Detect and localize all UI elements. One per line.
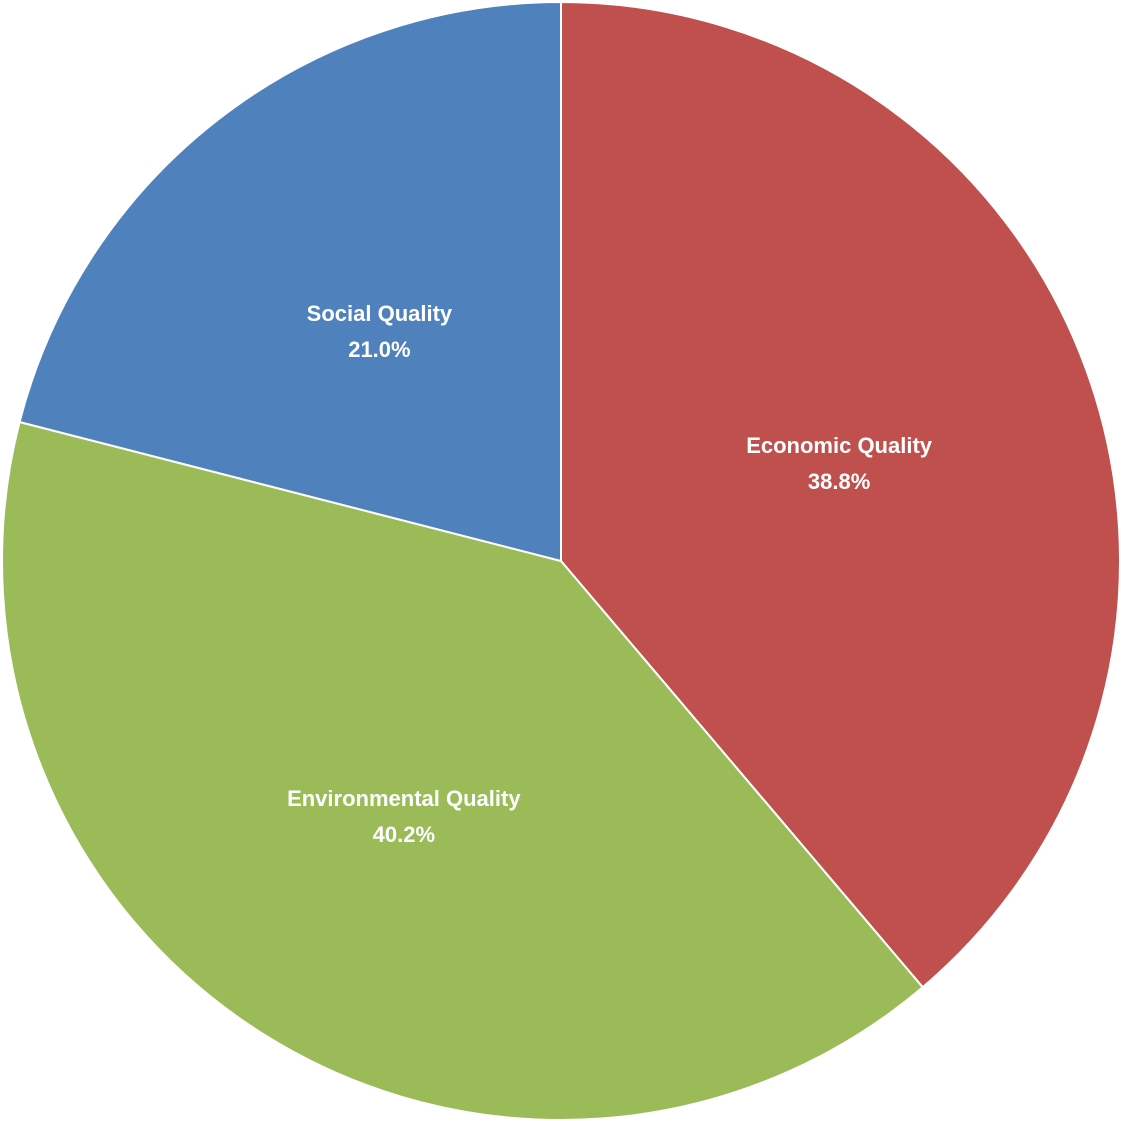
slice-label-environmental-quality: Environmental Quality xyxy=(287,786,521,811)
pie-slice-social-quality xyxy=(18,0,562,563)
slice-value-social-quality: 21.0% xyxy=(348,337,410,362)
slice-value-economic-quality: 38.8% xyxy=(808,469,870,494)
slice-label-economic-quality: Economic Quality xyxy=(746,433,933,458)
slice-label-social-quality: Social Quality xyxy=(307,301,453,326)
pie-labels: Economic Quality 38.8% Environmental Quali… xyxy=(287,301,933,847)
pie-slice-economic-quality xyxy=(560,0,1121,989)
pie-slice-environmental-quality xyxy=(1,420,925,1121)
slice-value-environmental-quality: 40.2% xyxy=(373,822,435,847)
